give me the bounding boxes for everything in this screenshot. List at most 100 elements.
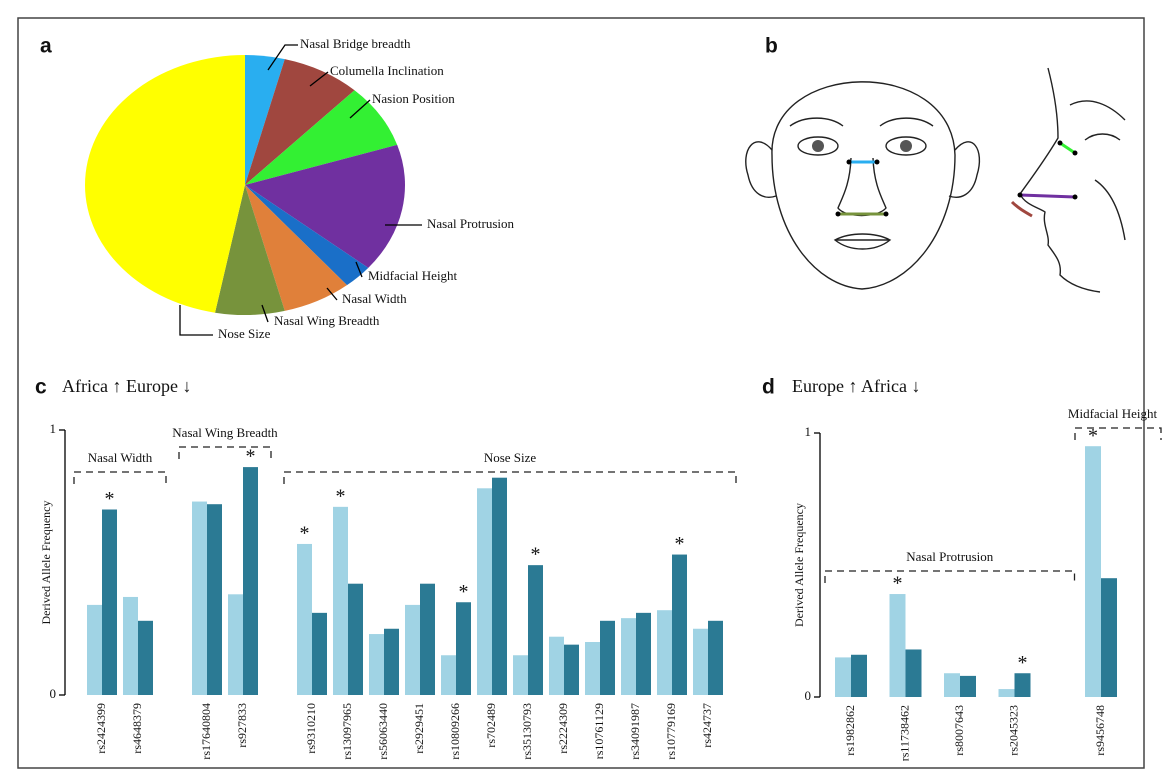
x-tick-label: rs2424399 [94, 703, 108, 754]
significance-marker: * [675, 533, 685, 555]
slice-label: Nasion Position [372, 91, 455, 106]
bar [636, 613, 651, 695]
x-tick-label: rs2224309 [556, 703, 570, 754]
bar [890, 594, 906, 697]
significance-marker: * [336, 485, 346, 507]
bar [192, 502, 207, 695]
x-tick-label: rs17640804 [199, 703, 213, 760]
bar [243, 467, 258, 695]
panel-letter: a [40, 35, 52, 58]
bar [420, 584, 435, 695]
x-tick-label: rs702489 [484, 703, 498, 748]
x-tick-label: rs1982862 [843, 705, 857, 756]
bar [851, 655, 867, 697]
group-label: Nasal Protrusion [906, 549, 994, 564]
bar [835, 657, 851, 697]
slice-label: Nasal Width [342, 291, 407, 306]
bar [456, 602, 471, 695]
panel-letter: c [35, 376, 47, 399]
x-tick-label: rs10761129 [592, 703, 606, 759]
bar [693, 629, 708, 695]
significance-marker: * [893, 573, 903, 595]
x-tick-label: rs927833 [235, 703, 249, 748]
x-tick-label: rs9456748 [1093, 705, 1107, 756]
significance-marker: * [459, 581, 469, 603]
bar [492, 478, 507, 695]
x-tick-label: rs8007643 [952, 705, 966, 756]
bar [1015, 673, 1031, 697]
bar [348, 584, 363, 695]
bar [405, 605, 420, 695]
bar [102, 510, 117, 696]
bar [657, 610, 672, 695]
bar [600, 621, 615, 695]
bar [312, 613, 327, 695]
group-bracket [284, 472, 736, 484]
bar [228, 594, 243, 695]
slice-label: Nasal Bridge breadth [300, 36, 411, 51]
bar [906, 649, 922, 697]
chart-title: Europe ↑ Africa ↓ [792, 376, 920, 396]
figure: b a Nasal Bridge breadth Columella Inclina… [0, 0, 1162, 779]
x-tick-label: rs4648379 [130, 703, 144, 754]
significance-marker: * [246, 446, 256, 468]
y-tick-label: 1 [805, 424, 812, 439]
significance-marker: * [300, 523, 310, 545]
y-axis-label: Derived Allele Frequency [792, 503, 806, 627]
slice-label: Midfacial Height [368, 268, 458, 283]
bar [207, 504, 222, 695]
panel-letter: d [762, 376, 775, 399]
bar [528, 565, 543, 695]
x-tick-label: rs10779169 [664, 703, 678, 760]
chart-title: Africa ↑ Europe ↓ [62, 376, 191, 396]
bar [441, 655, 456, 695]
x-tick-label: rs13097965 [340, 703, 354, 760]
x-tick-label: rs35130793 [520, 703, 534, 760]
bar [123, 597, 138, 695]
bar [138, 621, 153, 695]
bar [672, 555, 687, 695]
bar [564, 645, 579, 695]
x-tick-label: rs424737 [700, 703, 714, 748]
group-bracket [74, 472, 166, 484]
group-label: Nasal Wing Breadth [172, 425, 278, 440]
panel-letter: b [765, 35, 778, 58]
bar [708, 621, 723, 695]
slice-label: Nose Size [218, 326, 271, 341]
slice-label: Nasal Wing Breadth [274, 313, 380, 328]
y-tick-label: 0 [805, 688, 812, 703]
bar [585, 642, 600, 695]
group-label: Midfacial Height [1068, 406, 1158, 421]
bar [477, 488, 492, 695]
x-tick-label: rs9310210 [304, 703, 318, 754]
bar [944, 673, 960, 697]
bar [369, 634, 384, 695]
bar [999, 689, 1015, 697]
bar [1085, 446, 1101, 697]
slice-label: Columella Inclination [330, 63, 444, 78]
significance-marker: * [531, 544, 541, 566]
bar [384, 629, 399, 695]
significance-marker: * [105, 488, 115, 510]
group-bracket [179, 447, 271, 459]
x-tick-label: rs11738462 [897, 705, 911, 761]
x-tick-label: rs56063440 [376, 703, 390, 760]
pie-slice [85, 55, 245, 313]
bar [333, 507, 348, 695]
face-illustration [746, 68, 1125, 292]
y-tick-label: 1 [50, 421, 57, 436]
y-axis-label: Derived Allele Frequency [39, 501, 53, 625]
y-tick-label: 0 [50, 686, 57, 701]
bar [513, 655, 528, 695]
bar [960, 676, 976, 697]
x-tick-label: rs2045323 [1006, 705, 1020, 756]
group-label: Nasal Width [88, 450, 153, 465]
significance-marker: * [1018, 652, 1028, 674]
x-tick-label: rs34091987 [628, 703, 642, 760]
bar [549, 637, 564, 695]
x-tick-label: rs10809266 [448, 703, 462, 760]
x-tick-label: rs2929451 [412, 703, 426, 754]
group-bracket [825, 571, 1075, 583]
bar [1101, 578, 1117, 697]
group-label: Nose Size [484, 450, 537, 465]
